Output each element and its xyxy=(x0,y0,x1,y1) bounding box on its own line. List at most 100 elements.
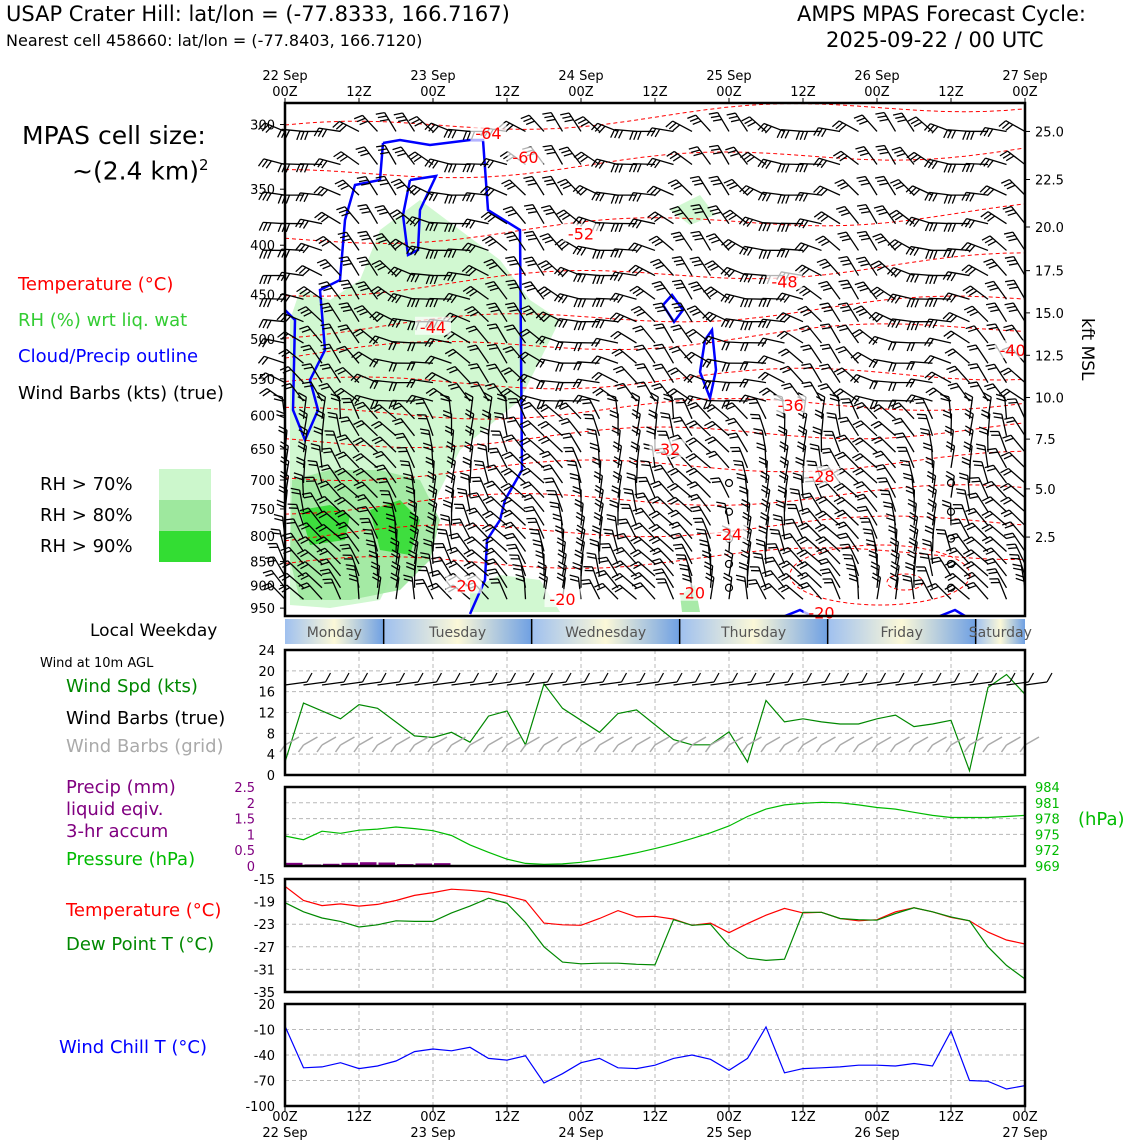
wind-barb xyxy=(648,510,674,526)
wind-barb xyxy=(943,194,970,204)
precip-label-1: Precip (mm) xyxy=(66,777,176,798)
wind-barb xyxy=(925,274,952,285)
wind-barb xyxy=(443,248,471,258)
wind-barb xyxy=(649,496,674,513)
wind-barb xyxy=(555,209,582,225)
wind-barb xyxy=(505,279,527,300)
wind-barb xyxy=(461,242,489,254)
wind-barb xyxy=(298,582,323,600)
wind-barb xyxy=(789,488,804,512)
wind-barb xyxy=(374,204,397,225)
wind-barb xyxy=(944,348,970,364)
wind-barb xyxy=(583,566,601,588)
wind-barb-10m xyxy=(340,672,369,686)
wind-barb xyxy=(653,343,675,364)
wind-barb xyxy=(406,184,434,196)
wind-barb-10m xyxy=(432,672,461,686)
wind-barb xyxy=(424,372,452,384)
wind-barb xyxy=(319,568,342,589)
wind-barb xyxy=(593,470,604,498)
wind-barb xyxy=(738,394,767,404)
wind-barb xyxy=(611,348,637,364)
wind-barb xyxy=(505,416,527,437)
wind-barb xyxy=(523,175,545,196)
upper-air-panel xyxy=(257,103,1031,621)
top-date-label: 25 Sep xyxy=(706,69,751,84)
wind-barb xyxy=(667,496,693,513)
bottom-hour-label: 12Z xyxy=(494,1110,520,1125)
wind-barb-10m xyxy=(395,672,424,686)
wind-10m-label: Wind at 10m AGL xyxy=(40,656,154,671)
wind-barb xyxy=(301,363,323,383)
pressure-tick-label: 969 xyxy=(1035,860,1060,875)
wind-barb xyxy=(670,324,693,344)
wind-barb xyxy=(592,387,619,402)
weekday-band xyxy=(383,619,532,644)
wind-barb xyxy=(761,570,786,589)
wind-barb xyxy=(924,371,952,384)
wind-barb xyxy=(536,286,563,300)
wind-barb xyxy=(297,572,323,589)
wind-barb xyxy=(757,337,785,347)
wind-barb xyxy=(542,144,564,165)
cloud-outline xyxy=(939,608,966,618)
wind-barb xyxy=(336,345,360,364)
wind-barb xyxy=(891,417,915,437)
wind-barb xyxy=(595,569,619,589)
wind-barb xyxy=(984,557,1008,577)
wind-barb xyxy=(649,392,659,419)
wind-barb xyxy=(646,157,674,169)
chart-subtitle: Nearest cell 458660: lat/lon = (-77.8403… xyxy=(6,31,423,50)
wind-barb xyxy=(296,130,323,141)
wind-barb xyxy=(317,558,342,577)
wind-barb xyxy=(501,509,526,526)
wind-barb xyxy=(924,297,952,308)
wind-barb xyxy=(560,432,582,453)
weekday-band xyxy=(285,619,384,644)
wind-barb xyxy=(499,387,526,402)
wind-barb xyxy=(504,231,527,251)
bottom-hour-label: 12Z xyxy=(346,1110,372,1125)
wind-barb xyxy=(683,395,711,405)
temp-frame xyxy=(283,877,1027,994)
temperature-label: -64 xyxy=(475,124,501,143)
wind-barb xyxy=(856,505,878,526)
cell-size-text: ~(2.4 km) xyxy=(72,156,199,186)
wind-barb xyxy=(942,292,970,303)
precip-label-2: liquid eqiv. xyxy=(66,799,164,820)
wind-barb-grid xyxy=(390,736,411,753)
wind-barb xyxy=(902,472,915,498)
wind-barb xyxy=(905,394,933,404)
wind-barb xyxy=(479,426,490,453)
windchill-tick-label: 20 xyxy=(258,998,275,1013)
wind-barb xyxy=(854,281,878,300)
windchill-label: Wind Chill T (°C) xyxy=(59,1037,207,1058)
wind-barb xyxy=(778,560,804,577)
wind-barb xyxy=(463,536,489,552)
wind-barb xyxy=(835,205,860,225)
wind-barb xyxy=(320,343,342,364)
wind-barb xyxy=(630,305,656,323)
weekday-band xyxy=(531,619,680,644)
wind-barb xyxy=(943,129,970,139)
wind-barb xyxy=(815,235,841,251)
top-date-label: 23 Sep xyxy=(410,69,455,84)
wind-barb xyxy=(888,209,915,225)
wind-barb xyxy=(444,348,471,364)
wind-barb xyxy=(356,506,379,526)
wind-barb xyxy=(749,566,767,588)
wind-barb xyxy=(339,279,360,300)
wind-barb xyxy=(989,578,1008,600)
wind-barb xyxy=(965,507,989,526)
wind-barb xyxy=(357,230,379,251)
wind-barb xyxy=(462,163,489,173)
wind-barb xyxy=(809,443,823,468)
temp-tick-label: -31 xyxy=(254,963,275,978)
wind-barb xyxy=(371,420,397,437)
wind-barb-grid xyxy=(334,736,355,753)
wind-barb xyxy=(258,318,286,329)
wind-barb xyxy=(837,532,860,552)
precip-bar xyxy=(434,863,451,866)
wind-barb xyxy=(461,192,489,202)
wind-barb xyxy=(424,158,452,169)
